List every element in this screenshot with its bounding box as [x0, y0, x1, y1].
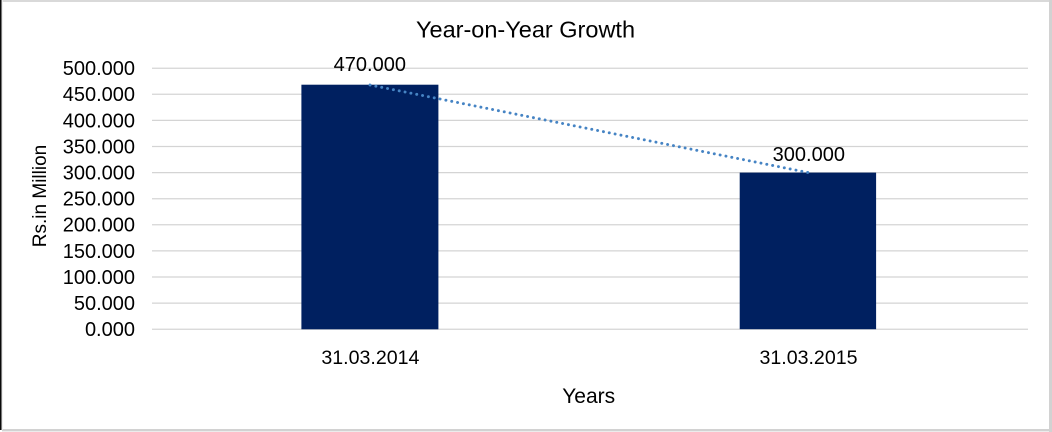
svg-text:400.000: 400.000: [63, 110, 135, 132]
svg-text:0.000: 0.000: [85, 319, 135, 341]
svg-text:100.000: 100.000: [63, 267, 135, 289]
svg-text:Year-on-Year Growth: Year-on-Year Growth: [416, 17, 635, 43]
svg-text:31.03.2014: 31.03.2014: [321, 347, 419, 369]
svg-text:50.000: 50.000: [74, 293, 135, 315]
svg-text:150.000: 150.000: [63, 241, 135, 263]
svg-text:470.000: 470.000: [334, 54, 406, 76]
svg-text:500.000: 500.000: [63, 58, 135, 80]
svg-text:350.000: 350.000: [63, 136, 135, 158]
svg-text:250.000: 250.000: [63, 189, 135, 211]
svg-text:Years: Years: [562, 385, 615, 408]
svg-text:Rs.in Million: Rs.in Million: [30, 145, 51, 247]
svg-text:300.000: 300.000: [63, 163, 135, 185]
svg-text:450.000: 450.000: [63, 84, 135, 106]
svg-text:300.000: 300.000: [773, 144, 845, 166]
svg-text:200.000: 200.000: [63, 215, 135, 237]
svg-text:31.03.2015: 31.03.2015: [759, 347, 857, 369]
